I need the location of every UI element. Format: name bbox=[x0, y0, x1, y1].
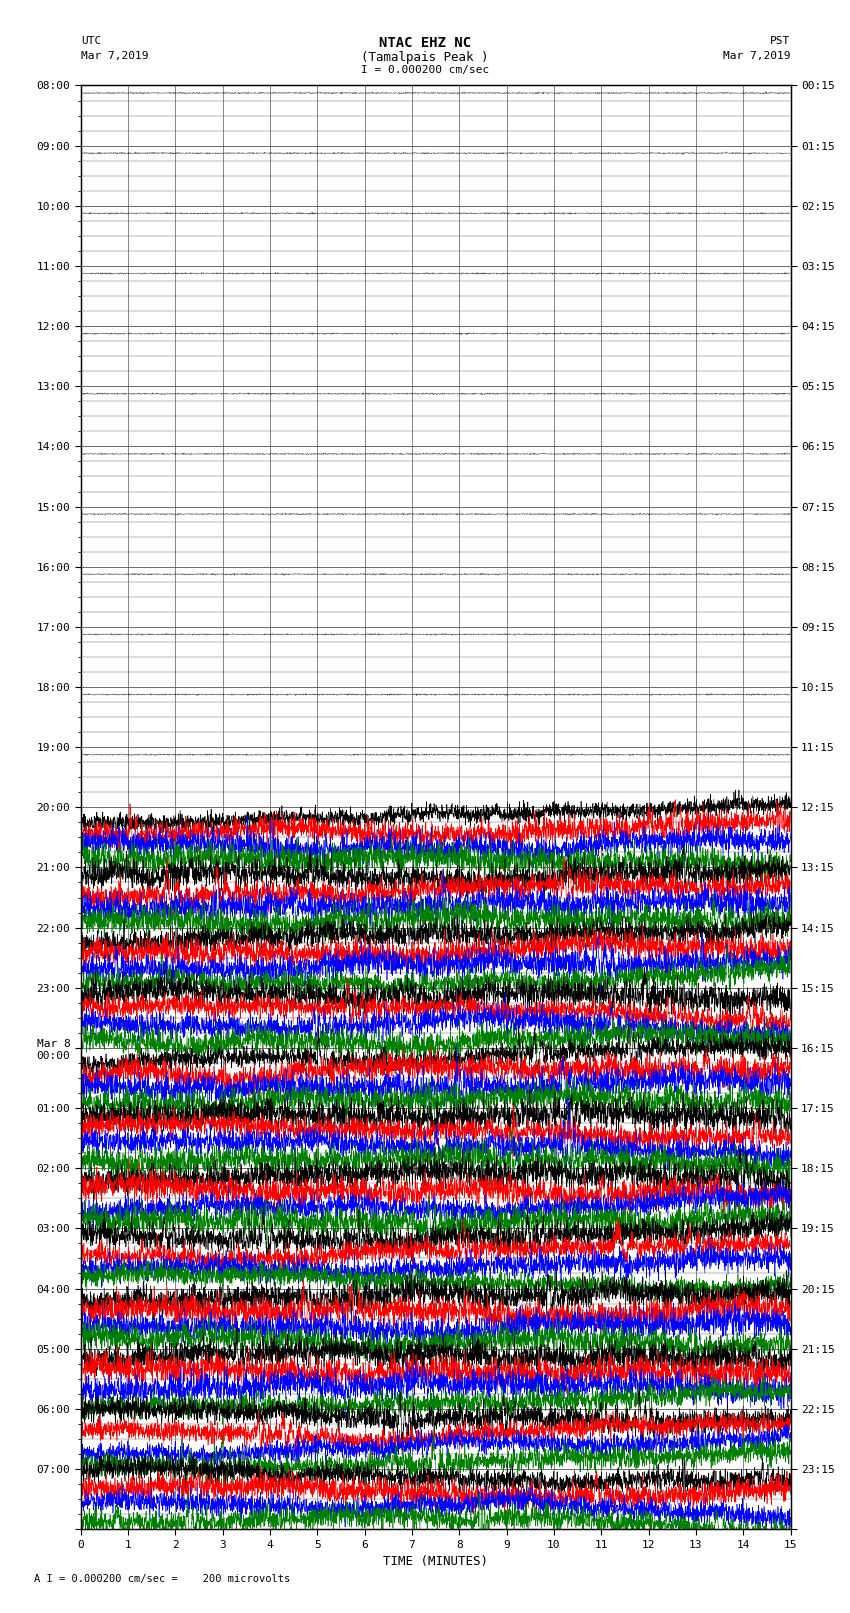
Text: Mar 7,2019: Mar 7,2019 bbox=[81, 50, 148, 61]
Text: A I = 0.000200 cm/sec =    200 microvolts: A I = 0.000200 cm/sec = 200 microvolts bbox=[34, 1574, 290, 1584]
Text: Mar 7,2019: Mar 7,2019 bbox=[723, 50, 791, 61]
X-axis label: TIME (MINUTES): TIME (MINUTES) bbox=[383, 1555, 488, 1568]
Text: (Tamalpais Peak ): (Tamalpais Peak ) bbox=[361, 50, 489, 65]
Text: NTAC EHZ NC: NTAC EHZ NC bbox=[379, 37, 471, 50]
Text: PST: PST bbox=[770, 37, 790, 47]
Text: UTC: UTC bbox=[81, 37, 101, 47]
Text: I = 0.000200 cm/sec: I = 0.000200 cm/sec bbox=[361, 65, 489, 74]
